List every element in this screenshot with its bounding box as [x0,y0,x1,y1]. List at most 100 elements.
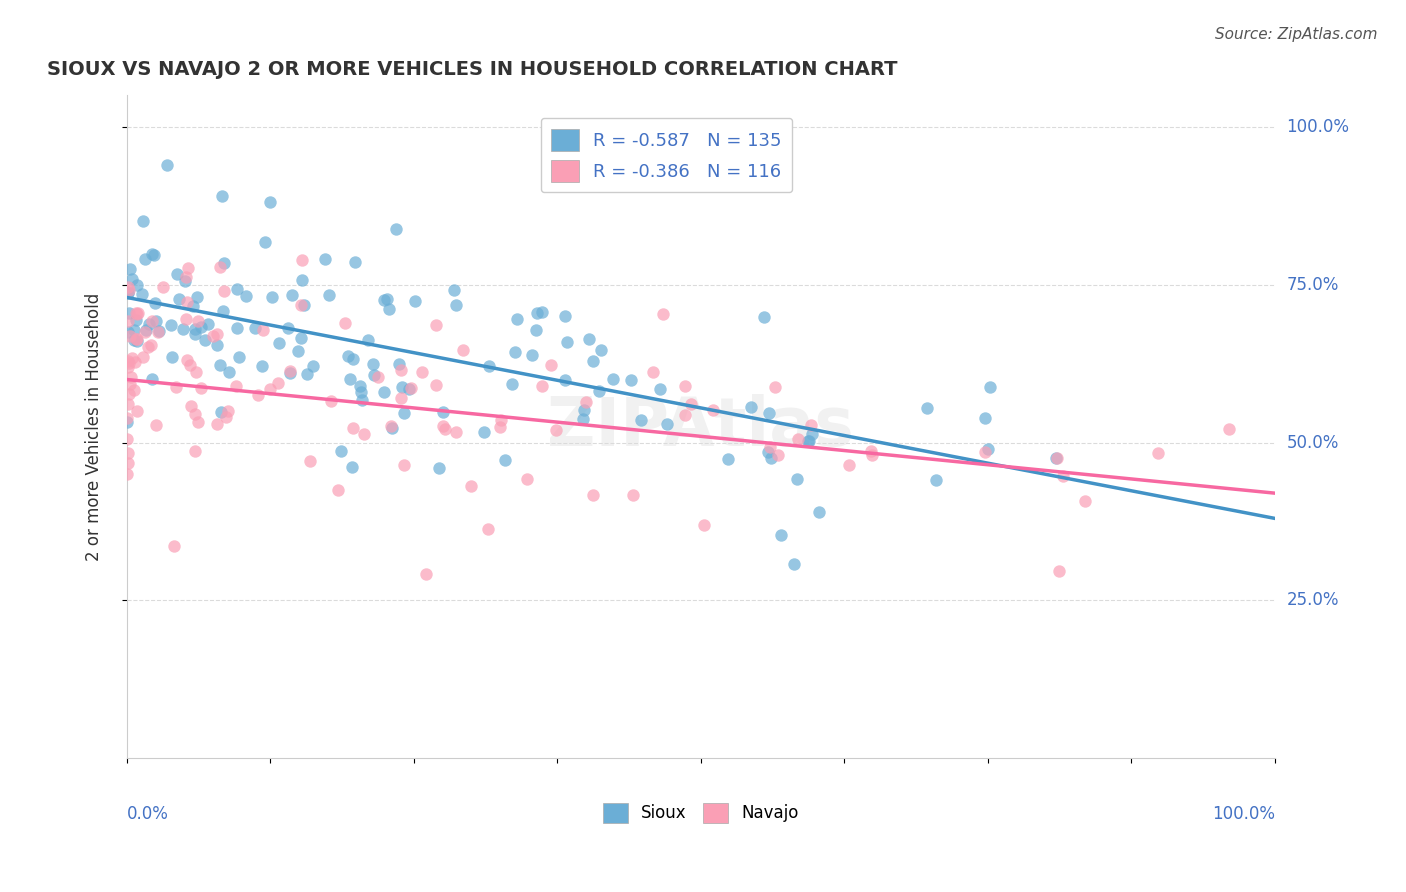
Point [225,321,247,335]
Point [786,471,808,485]
Point [205,337,228,351]
Point [235,289,257,303]
Point [181,299,204,313]
Point [489,420,512,434]
Point [363,368,385,383]
Point [679,397,702,411]
Text: 100.0%: 100.0% [1212,805,1275,822]
Point [388,357,411,371]
Point [174,312,197,326]
Point [1045,450,1067,465]
Point [578,332,600,346]
Point [758,406,780,420]
Point [122,323,145,337]
Point [505,312,527,326]
Point [477,522,499,536]
Text: 25.0%: 25.0% [1286,591,1339,609]
Point [389,362,412,376]
Point [134,325,156,339]
Point [250,359,273,373]
Point [141,246,163,260]
Point [555,334,578,349]
Point [717,451,740,466]
Point [1074,494,1097,508]
Point [118,387,141,401]
Point [260,290,283,304]
Point [740,400,762,414]
Text: ZIPAtlas: ZIPAtlas [547,394,855,460]
Point [208,260,231,274]
Point [531,305,554,319]
Point [799,417,821,432]
Point [224,379,246,393]
Point [254,235,277,250]
Point [267,335,290,350]
Point [190,320,212,334]
Point [415,566,437,581]
Point [141,314,163,328]
Point [516,472,538,486]
Point [290,331,312,345]
Point [287,343,309,358]
Point [190,381,212,395]
Point [184,322,207,336]
Point [761,450,783,465]
Point [652,307,675,321]
Point [174,274,197,288]
Point [295,367,318,381]
Point [752,310,775,324]
Point [350,393,373,408]
Point [411,366,433,380]
Point [342,351,364,366]
Point [377,302,399,317]
Point [344,254,367,268]
Point [797,434,820,448]
Point [314,252,336,267]
Point [290,298,312,312]
Point [186,290,208,304]
Point [349,379,371,393]
Point [291,273,314,287]
Point [127,306,149,320]
Point [209,358,232,372]
Point [404,293,426,308]
Point [209,405,232,419]
Point [673,379,696,393]
Point [166,267,188,281]
Point [131,286,153,301]
Point [115,432,138,446]
Point [247,388,270,402]
Point [212,256,235,270]
Point [321,394,343,409]
Point [925,473,948,487]
Point [187,415,209,429]
Point [392,406,415,420]
Point [977,442,1000,457]
Point [120,370,142,384]
Point [520,348,543,362]
Point [145,418,167,433]
Point [979,379,1001,393]
Point [621,488,644,502]
Point [259,195,281,210]
Point [797,434,820,448]
Point [127,332,149,346]
Point [165,379,187,393]
Point [427,461,450,475]
Point [472,425,495,440]
Point [115,467,138,482]
Point [389,391,412,405]
Point [266,376,288,390]
Point [620,373,643,387]
Point [444,298,467,312]
Point [915,401,938,416]
Point [756,445,779,459]
Point [702,402,724,417]
Point [1052,469,1074,483]
Point [218,365,240,379]
Point [117,285,139,299]
Point [163,539,186,553]
Point [125,312,148,326]
Point [361,357,384,371]
Y-axis label: 2 or more Vehicles in Household: 2 or more Vehicles in Household [86,293,103,561]
